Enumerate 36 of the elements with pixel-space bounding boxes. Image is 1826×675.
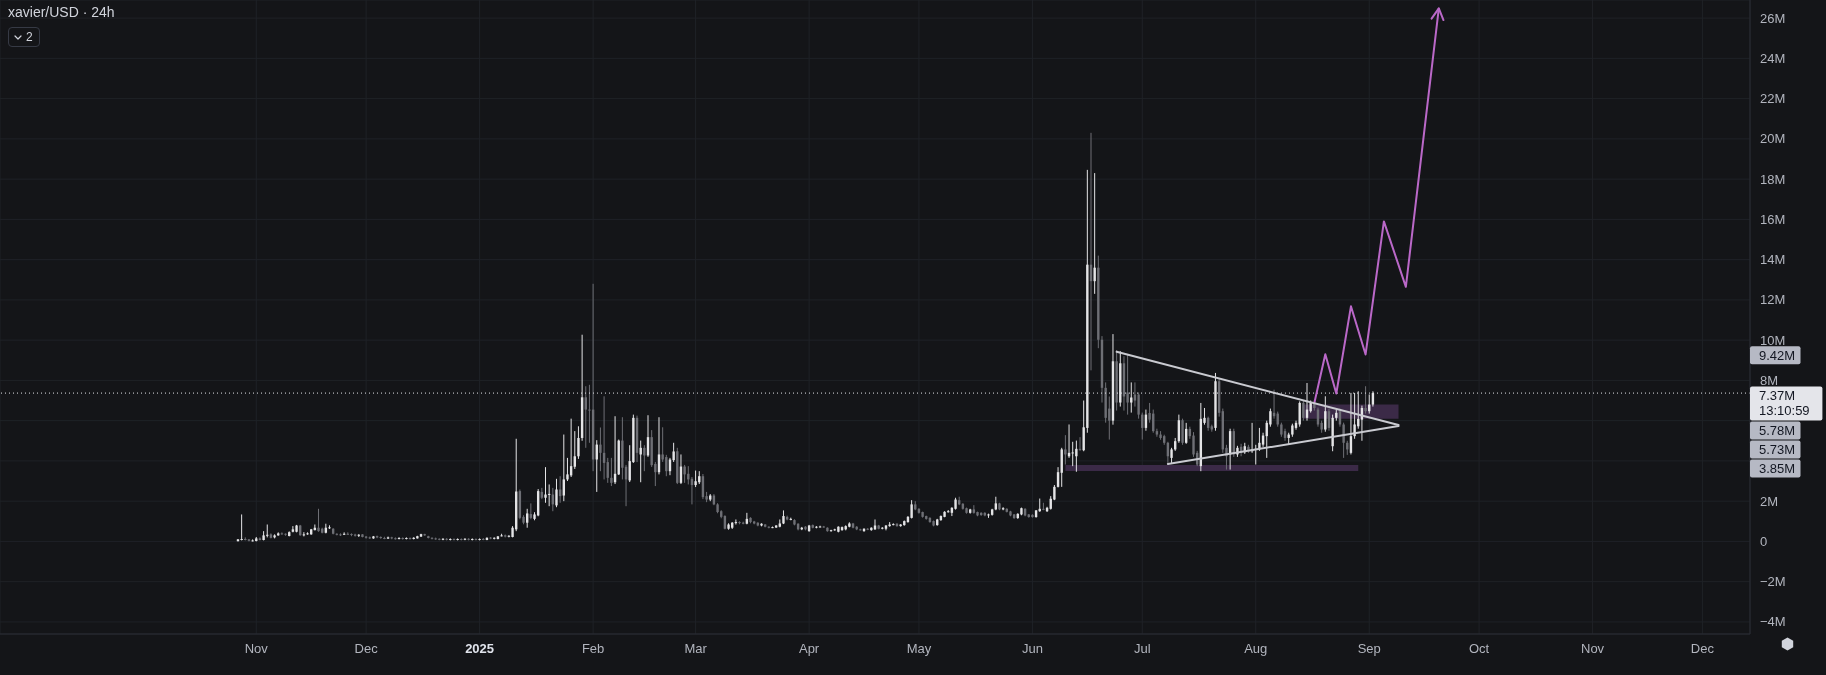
x-tick-label: Mar bbox=[684, 641, 708, 656]
x-tick-label: Apr bbox=[798, 641, 820, 656]
text: 5.78M bbox=[1759, 422, 1796, 438]
ref-line-label: 7.37M 13:10:59 bbox=[1759, 388, 1810, 419]
x-tick-label: Jun bbox=[1021, 641, 1043, 656]
text: 3.85M bbox=[1759, 460, 1796, 476]
y-tick-label: −4M bbox=[1760, 614, 1786, 630]
x-tick-label: Jul bbox=[1133, 641, 1151, 656]
chart-title: xavier/USD · 24h bbox=[8, 4, 115, 20]
y-tick-label: 10M bbox=[1760, 332, 1786, 348]
y-tick-label: 2M bbox=[1760, 493, 1779, 509]
y-tick-label: −2M bbox=[1760, 574, 1786, 590]
x-tick-label: Nov bbox=[1581, 641, 1605, 656]
y-tick-label: 12M bbox=[1760, 292, 1786, 308]
x-tick-label: Dec bbox=[354, 641, 379, 656]
y-tick-label: 8M bbox=[1760, 372, 1779, 388]
x-tick-label: 2025 bbox=[465, 641, 495, 656]
x-tick-label: May bbox=[906, 641, 932, 656]
y-tick-label: 22M bbox=[1760, 91, 1786, 107]
x-tick-label: Dec bbox=[1690, 641, 1715, 656]
x-tick-label: Oct bbox=[1468, 641, 1490, 656]
x-tick-label: Sep bbox=[1357, 641, 1381, 656]
text: 5.73M bbox=[1759, 441, 1796, 457]
y-tick-label: 24M bbox=[1760, 50, 1786, 66]
text: 9.42M bbox=[1759, 347, 1796, 363]
toggle-button: 2 bbox=[8, 27, 40, 47]
y-tick-label: 20M bbox=[1760, 131, 1786, 147]
x-tick-label: Nov bbox=[244, 641, 269, 656]
x-tick-label: Aug bbox=[1244, 641, 1268, 656]
annotation: 2 bbox=[26, 30, 33, 44]
y-tick-label: 26M bbox=[1760, 10, 1786, 26]
y-tick-label: 16M bbox=[1760, 211, 1786, 227]
y-tick-label: 0 bbox=[1760, 533, 1768, 549]
x-tick-label: Feb bbox=[581, 641, 605, 656]
y-tick-label: 18M bbox=[1760, 171, 1786, 187]
y-tick-label: 14M bbox=[1760, 252, 1786, 268]
